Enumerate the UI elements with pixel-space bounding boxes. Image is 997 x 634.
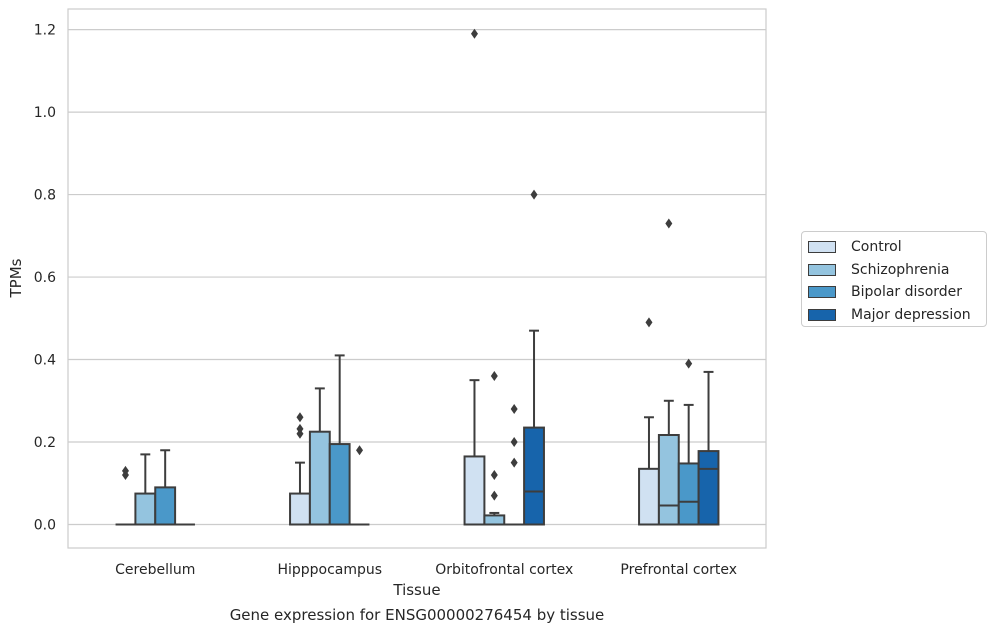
legend-label: Bipolar disorder [851,284,963,301]
box-rect [523,426,545,526]
outlier-point [645,317,653,328]
outlier-point [490,490,498,501]
y-axis-ticks: 0.0 0.2 0.4 0.6 0.8 1.0 1.2 [34,23,56,534]
x-tick-label: Cerebellum [115,562,195,578]
chart-caption: Gene expression for ENSG00000276454 by t… [229,606,605,624]
outlier-point [510,457,518,468]
x-tick-label: Hipppocampus [277,562,382,578]
box-schizophrenia [657,218,680,526]
box-control [115,465,136,526]
box-control [289,412,311,526]
box-rect [677,462,700,526]
legend-label: Control [851,239,902,256]
outlier-point [665,218,673,229]
box-rect [308,430,331,526]
y-tick-label: 0.4 [34,353,56,369]
box-bipolar-disorder [677,358,700,526]
box-bipolar-disorder [504,404,525,526]
legend-label: Major depression [851,306,971,323]
y-axis-title: TPMs [7,258,25,298]
outlier-point [685,358,693,369]
legend-item: Bipolar disorder [808,281,986,304]
box-rect [134,492,157,526]
outlier-point [510,404,518,415]
box-major-depression [523,189,545,526]
y-tick-label: 0.0 [34,517,56,533]
legend-swatch [808,308,836,321]
outlier-point [470,28,478,39]
x-tick-label: Orbitofrontal cortex [435,562,573,578]
box-rect [463,455,486,526]
y-tick-label: 0.6 [34,270,56,286]
outlier-point [490,371,498,382]
box-bipolar-disorder [328,354,351,526]
legend-swatch [808,286,836,299]
box-rect [657,434,680,526]
legend-swatch [808,241,836,254]
y-tick-label: 1.0 [34,105,56,121]
legend-item: Control [808,236,986,259]
box-control [638,317,660,526]
box-major-depression [349,445,370,526]
box-major-depression [697,370,720,526]
box-rect [697,450,720,526]
x-tick-label: Prefrontal cortex [620,562,737,578]
box-control [463,28,486,526]
box-series [115,28,720,526]
box-schizophrenia [308,387,331,526]
y-tick-label: 1.2 [34,23,56,39]
legend: Control Schizophrenia Bipolar disorder Majo… [801,231,987,327]
legend-swatch [808,263,836,276]
box-rect [638,467,660,526]
outlier-point [530,189,538,200]
outlier-point [356,445,364,456]
legend-item: Major depression [808,304,986,327]
outlier-point [510,437,518,448]
x-axis-ticks: Cerebellum Hipppocampus Orbitofrontal cort… [115,562,737,578]
box-rect [289,492,311,526]
legend-item: Schizophrenia [808,259,986,282]
x-axis-title: Tissue [392,581,440,599]
y-tick-label: 0.2 [34,435,56,451]
box-bipolar-disorder [154,449,177,526]
outlier-point [490,470,498,481]
box-rect [483,514,506,526]
box-rect [154,486,177,526]
outlier-point [296,412,304,423]
y-tick-label: 0.8 [34,188,56,204]
outlier-point [121,465,129,476]
outlier-point [296,423,304,434]
legend-label: Schizophrenia [851,261,950,278]
box-rect [328,443,351,526]
box-schizophrenia [483,371,506,526]
box-schizophrenia [134,453,157,526]
